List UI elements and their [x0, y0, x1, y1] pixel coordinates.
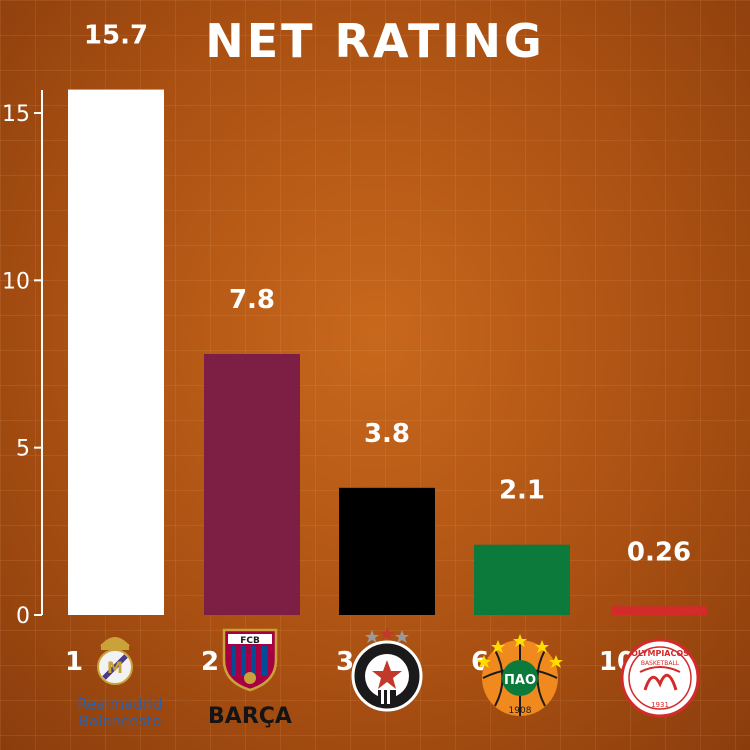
y-tick-label: 10 [2, 269, 30, 294]
olympiacos-crest-icon: OLYMPIACOS BASKETBALL 1931 [620, 638, 700, 718]
olympiacos-subtext: BASKETBALL [641, 660, 680, 667]
bar-2 [204, 353, 300, 615]
svg-text:M: M [107, 658, 123, 677]
y-tick-label: 5 [16, 437, 30, 462]
bar-3 [339, 487, 435, 615]
partizan-logo [351, 627, 423, 712]
value-label-4: 2.1 [499, 476, 545, 506]
panathinaikos-logo: ΠΑΟ 1908 [477, 634, 563, 716]
rank-label-2: 2 [201, 647, 219, 677]
panathinaikos-year: 1908 [509, 706, 532, 716]
y-tick-label: 15 [2, 102, 30, 127]
olympiacos-wordmark: OLYMPIACOS [631, 649, 689, 658]
real-madrid-wordmark-2: Baloncesto [79, 712, 162, 730]
fc-barcelona-crest-icon: FCB [222, 628, 278, 692]
value-label-3: 3.8 [364, 419, 410, 449]
value-labels: 15.7 7.8 3.8 2.1 0.26 [84, 21, 691, 568]
bar-5 [611, 606, 707, 615]
rank-label-1: 1 [65, 647, 83, 677]
real-madrid-crest-icon: M [97, 637, 133, 685]
partizan-crest-icon [351, 627, 423, 712]
barca-crest-text: FCB [240, 636, 260, 646]
y-tick-label: 0 [16, 604, 30, 629]
bar-1 [68, 89, 164, 615]
bar-4 [474, 544, 570, 615]
panathinaikos-crest-icon: ΠΑΟ 1908 [477, 634, 563, 716]
value-label-1: 15.7 [84, 21, 148, 51]
barca-logo: FCB BARÇA [208, 628, 292, 729]
rank-label-3: 3 [336, 647, 354, 677]
y-axis: 0 5 10 15 [2, 90, 43, 629]
value-label-5: 0.26 [627, 537, 691, 567]
team-logos: M Realmadrid Baloncesto FCB BARÇA [77, 627, 700, 730]
real-madrid-wordmark-1: Realmadrid [77, 695, 163, 713]
panathinaikos-crest-text: ΠΑΟ [504, 673, 536, 688]
real-madrid-logo: M Realmadrid Baloncesto [77, 637, 163, 730]
olympiacos-year: 1931 [651, 701, 669, 709]
chart-title: NET RATING [205, 14, 545, 68]
olympiacos-logo: OLYMPIACOS BASKETBALL 1931 [620, 638, 700, 718]
value-label-2: 7.8 [229, 285, 275, 315]
bars [68, 89, 707, 615]
barca-wordmark: BARÇA [208, 704, 292, 729]
